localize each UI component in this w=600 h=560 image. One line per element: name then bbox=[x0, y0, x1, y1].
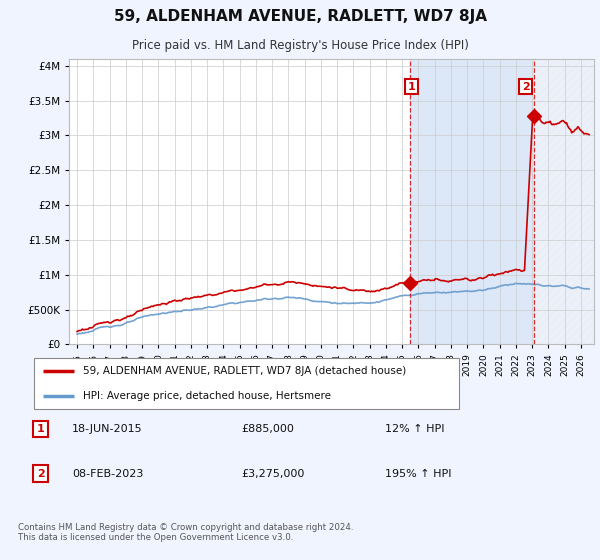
Text: 1: 1 bbox=[407, 82, 415, 92]
Text: 2: 2 bbox=[522, 82, 530, 92]
Text: 2: 2 bbox=[37, 469, 44, 479]
Text: 08-FEB-2023: 08-FEB-2023 bbox=[72, 469, 143, 479]
Text: 195% ↑ HPI: 195% ↑ HPI bbox=[385, 469, 452, 479]
Text: 59, ALDENHAM AVENUE, RADLETT, WD7 8JA (detached house): 59, ALDENHAM AVENUE, RADLETT, WD7 8JA (d… bbox=[83, 366, 406, 376]
Text: Price paid vs. HM Land Registry's House Price Index (HPI): Price paid vs. HM Land Registry's House … bbox=[131, 39, 469, 53]
Text: 12% ↑ HPI: 12% ↑ HPI bbox=[385, 424, 445, 434]
Text: 1: 1 bbox=[37, 424, 44, 434]
Bar bbox=[534, 59, 597, 344]
Text: 18-JUN-2015: 18-JUN-2015 bbox=[72, 424, 143, 434]
Text: £3,275,000: £3,275,000 bbox=[241, 469, 305, 479]
FancyBboxPatch shape bbox=[34, 358, 459, 409]
Text: £885,000: £885,000 bbox=[241, 424, 294, 434]
Bar bbox=[410, 59, 534, 344]
Text: 59, ALDENHAM AVENUE, RADLETT, WD7 8JA: 59, ALDENHAM AVENUE, RADLETT, WD7 8JA bbox=[113, 9, 487, 24]
Text: Contains HM Land Registry data © Crown copyright and database right 2024.
This d: Contains HM Land Registry data © Crown c… bbox=[18, 523, 353, 542]
Text: HPI: Average price, detached house, Hertsmere: HPI: Average price, detached house, Hert… bbox=[83, 390, 331, 400]
